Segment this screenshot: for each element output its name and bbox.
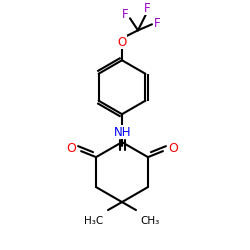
- Text: O: O: [66, 142, 76, 155]
- Text: O: O: [168, 142, 178, 155]
- Text: O: O: [118, 36, 127, 49]
- Text: F: F: [144, 2, 150, 15]
- Text: H₃C: H₃C: [84, 216, 104, 226]
- Text: F: F: [154, 17, 160, 30]
- Text: F: F: [122, 8, 128, 21]
- Text: NH: NH: [114, 126, 132, 139]
- Text: CH₃: CH₃: [140, 216, 160, 226]
